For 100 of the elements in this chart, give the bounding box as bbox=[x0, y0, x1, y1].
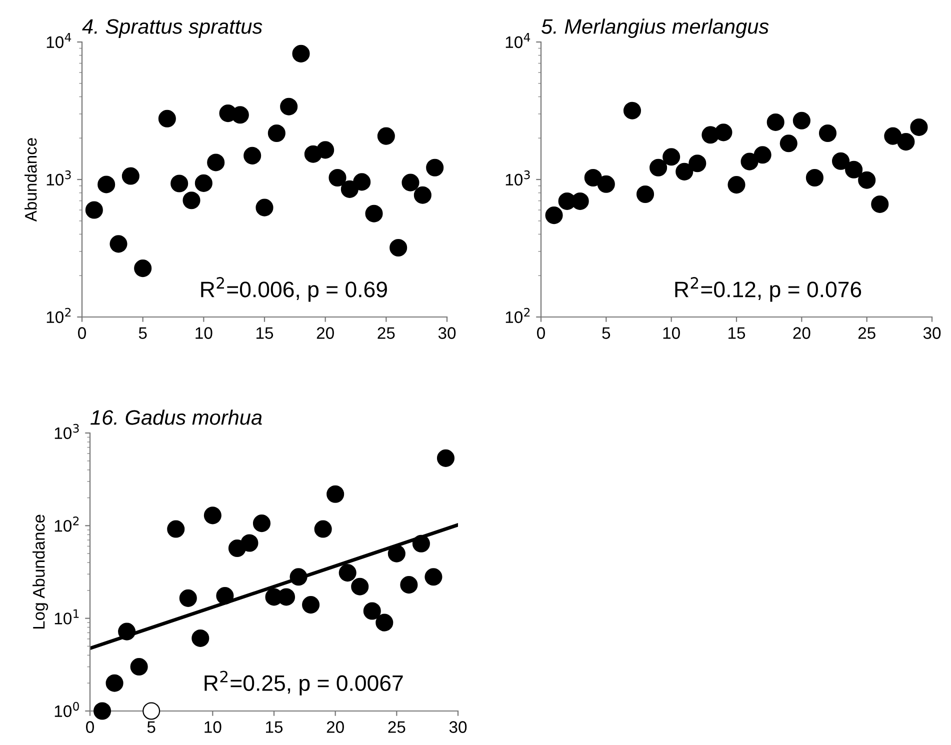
point bbox=[98, 176, 116, 194]
point bbox=[806, 168, 824, 187]
point bbox=[650, 158, 668, 176]
point bbox=[662, 148, 680, 166]
point bbox=[436, 449, 455, 467]
point bbox=[326, 485, 344, 503]
point bbox=[256, 198, 274, 216]
point bbox=[376, 614, 394, 632]
point bbox=[353, 173, 371, 191]
point bbox=[597, 175, 615, 193]
point bbox=[252, 514, 271, 532]
x-tick-label: 15 bbox=[728, 327, 746, 339]
point bbox=[93, 702, 112, 720]
point bbox=[688, 154, 706, 172]
annotation: R$^{2}$=0.25, p = 0.0067 bbox=[204, 670, 403, 696]
point bbox=[244, 146, 262, 164]
x-tick-label: 25 bbox=[858, 327, 876, 339]
point bbox=[207, 154, 225, 172]
x-tick-label: 30 bbox=[923, 327, 941, 339]
x-tick-label: 5 bbox=[147, 721, 156, 733]
y-tick-label: 10$^{1}$ bbox=[54, 609, 79, 624]
point bbox=[377, 127, 395, 145]
x-tick-label: 15 bbox=[256, 327, 274, 339]
point bbox=[792, 112, 810, 130]
point bbox=[134, 260, 152, 278]
x-tick-label: 20 bbox=[793, 327, 810, 339]
point bbox=[818, 124, 837, 142]
point bbox=[426, 158, 444, 176]
point bbox=[623, 102, 642, 120]
point bbox=[167, 520, 185, 538]
point bbox=[740, 152, 758, 170]
annotation: R$^{2}$=0.006, p = 0.69 bbox=[201, 277, 387, 302]
point bbox=[302, 596, 320, 614]
point bbox=[194, 174, 212, 192]
y-tick-label: 10$^{2}$ bbox=[506, 308, 530, 324]
point bbox=[130, 658, 148, 676]
y-axis-title: Log Abundance bbox=[32, 514, 48, 629]
point bbox=[110, 235, 128, 253]
y-tick-label: 10$^{3}$ bbox=[506, 170, 530, 186]
point bbox=[363, 602, 381, 620]
x-tick-label: 0 bbox=[537, 327, 545, 339]
point bbox=[351, 578, 369, 596]
point bbox=[414, 186, 432, 204]
point bbox=[290, 568, 308, 586]
point bbox=[400, 576, 418, 594]
y-tick-label: 10$^{4}$ bbox=[46, 33, 72, 48]
x-tick-label: 20 bbox=[316, 327, 334, 339]
x-tick-label: 25 bbox=[388, 721, 406, 733]
point bbox=[858, 171, 876, 189]
point bbox=[832, 152, 850, 170]
point bbox=[545, 206, 563, 224]
point bbox=[910, 118, 928, 136]
point bbox=[897, 133, 915, 151]
x-tick-label: 25 bbox=[378, 327, 395, 339]
point bbox=[412, 534, 430, 552]
point bbox=[402, 174, 420, 192]
point bbox=[316, 141, 334, 159]
point bbox=[179, 589, 197, 607]
point bbox=[584, 168, 602, 187]
point bbox=[754, 146, 772, 164]
point bbox=[365, 204, 383, 222]
x-tick-label: 0 bbox=[86, 721, 94, 733]
y-tick-label: 10$^{2}$ bbox=[54, 516, 79, 532]
point bbox=[728, 176, 746, 194]
point bbox=[340, 180, 358, 198]
point bbox=[118, 622, 136, 640]
point bbox=[636, 185, 654, 204]
x-tick-label: 15 bbox=[266, 721, 283, 733]
point bbox=[204, 506, 222, 524]
x-tick-label: 0 bbox=[78, 327, 86, 339]
y-tick-label: 10$^{2}$ bbox=[46, 308, 71, 324]
point bbox=[714, 124, 732, 142]
point bbox=[231, 106, 249, 124]
point bbox=[142, 702, 160, 720]
x-tick-label: 30 bbox=[438, 327, 456, 339]
point bbox=[216, 587, 234, 605]
point bbox=[158, 110, 176, 128]
point bbox=[424, 568, 442, 586]
point bbox=[884, 127, 902, 145]
x-tick-label: 5 bbox=[602, 327, 610, 339]
point bbox=[122, 167, 140, 185]
y-axis-title: Abundance bbox=[24, 138, 37, 222]
point bbox=[845, 160, 863, 178]
x-tick-label: 10 bbox=[204, 721, 222, 733]
y-tick-label: 10$^{3}$ bbox=[54, 424, 79, 440]
point bbox=[328, 168, 346, 187]
x-tick-label: 30 bbox=[449, 721, 467, 733]
annotation: R$^{2}$=0.12, p = 0.076 bbox=[675, 277, 862, 302]
point bbox=[240, 534, 258, 552]
chart-title: 4. Sprattus sprattus bbox=[82, 19, 262, 38]
y-tick-label: 10$^{3}$ bbox=[46, 170, 71, 186]
point bbox=[292, 44, 310, 62]
point bbox=[390, 238, 408, 256]
point bbox=[314, 520, 332, 538]
chart-title: 16. Gadus morhua bbox=[90, 410, 262, 425]
x-tick-label: 5 bbox=[138, 327, 147, 339]
point bbox=[766, 113, 784, 131]
point bbox=[192, 629, 210, 647]
point bbox=[85, 201, 103, 219]
y-tick-label: 10$^{0}$ bbox=[54, 702, 79, 718]
